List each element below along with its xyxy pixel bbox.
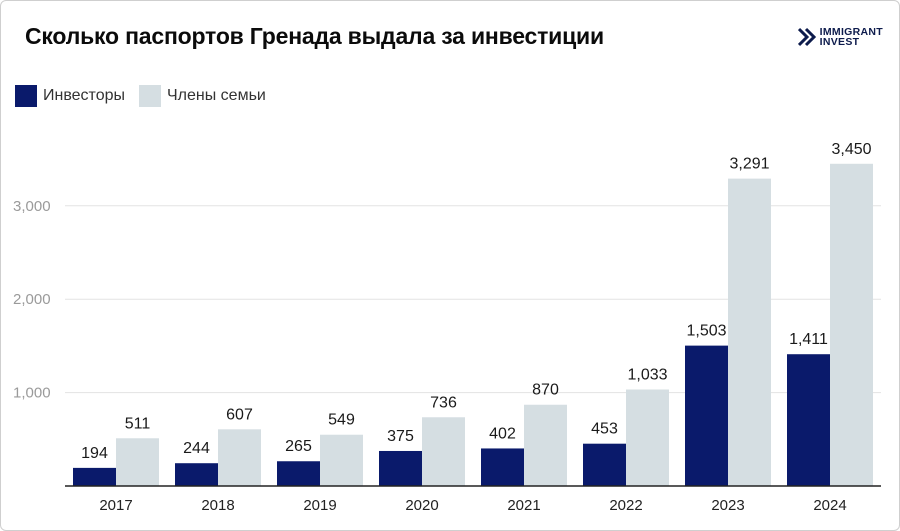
legend-item-investors: Инвесторы [15, 85, 125, 107]
legend: Инвесторы Члены семьи [15, 85, 280, 107]
legend-swatch-investors [15, 85, 37, 107]
bar-family [728, 178, 771, 486]
data-label: 870 [532, 382, 559, 399]
data-label: 549 [328, 412, 355, 429]
bar-investors [685, 345, 728, 486]
data-label: 1,503 [686, 323, 726, 340]
bar-family [320, 434, 363, 486]
data-label: 453 [591, 421, 618, 438]
data-label: 3,291 [729, 156, 769, 173]
bar-investors [73, 467, 116, 486]
data-label: 3,450 [831, 141, 871, 158]
x-tick-label: 2021 [507, 497, 540, 514]
x-tick-label: 2023 [711, 497, 744, 514]
bar-family [524, 404, 567, 486]
immigrant-invest-logo: IMMIGRANT INVEST [797, 26, 883, 48]
x-tick-label: 2019 [303, 497, 336, 514]
x-tick-label: 2017 [99, 497, 132, 514]
legend-label-investors: Инвесторы [43, 87, 125, 104]
data-label: 194 [81, 445, 108, 462]
legend-item-family: Члены семьи [139, 85, 266, 107]
legend-swatch-family [139, 85, 161, 107]
y-tick-label: 3,000 [13, 198, 51, 215]
data-label: 244 [183, 440, 210, 457]
data-label: 607 [226, 406, 253, 423]
data-label: 736 [430, 394, 457, 411]
logo-chevron-icon [797, 27, 816, 47]
x-tick-label: 2024 [813, 497, 846, 514]
logo-line-2: INVEST [819, 36, 860, 48]
data-label: 375 [387, 428, 414, 445]
bar-family [218, 429, 261, 486]
x-tick-label: 2022 [609, 497, 642, 514]
y-tick-label: 1,000 [13, 385, 51, 402]
x-tick-label: 2020 [405, 497, 438, 514]
bar-family [626, 389, 669, 486]
bar-investors [379, 450, 422, 486]
y-tick-label: 2,000 [13, 291, 51, 308]
logo-line-1: IMMIGRANT [819, 26, 883, 38]
chart-title: Сколько паспортов Гренада выдала за инве… [25, 23, 604, 49]
bar-investors [787, 354, 830, 486]
data-label: 1,033 [627, 367, 667, 384]
x-tick-label: 2018 [201, 497, 234, 514]
bar-investors [175, 463, 218, 486]
bar-family [422, 417, 465, 486]
data-label: 1,411 [789, 331, 828, 348]
bar-family [116, 438, 159, 486]
bar-family [830, 163, 873, 486]
bar-investors [277, 461, 320, 486]
legend-label-family: Члены семьи [167, 87, 266, 104]
data-label: 402 [489, 425, 516, 442]
bar-investors [481, 448, 524, 486]
bar-investors [583, 443, 626, 486]
logo-wordmark: IMMIGRANT INVEST [819, 26, 883, 48]
data-label: 511 [125, 415, 151, 432]
data-label: 265 [285, 438, 312, 455]
